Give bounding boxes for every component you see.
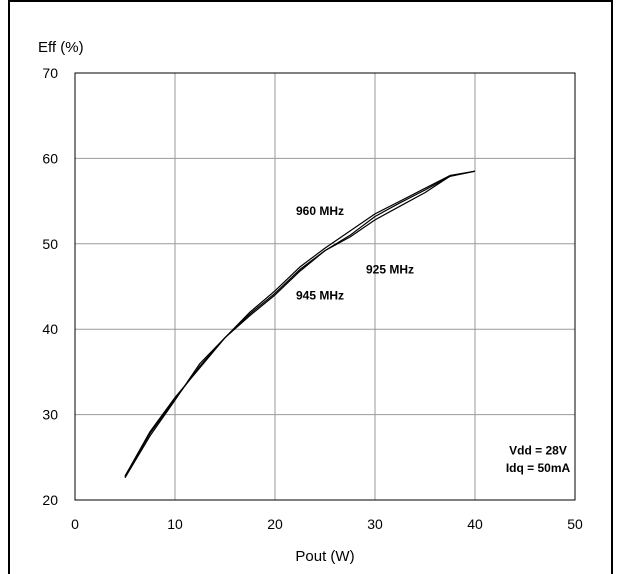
plot-border: [74, 72, 576, 501]
y-tick-label: 70: [42, 65, 58, 81]
series-layer: [124, 170, 476, 479]
y-tick-label: 50: [42, 236, 58, 252]
y-tick-labels: 20 30 40 50 60 70: [42, 65, 58, 508]
x-tick-label: 40: [467, 516, 483, 532]
y-tick-label: 60: [42, 150, 58, 166]
annotation-label: Idq = 50mA: [506, 461, 571, 475]
annotations: 960 MHz 925 MHz 945 MHz Vdd = 28V Idq = 50mA: [296, 204, 571, 475]
x-tick-label: 20: [267, 516, 283, 532]
y-tick-label: 40: [42, 321, 58, 337]
chart-frame: [8, 0, 613, 574]
x-tick-label: 10: [167, 516, 183, 532]
x-tick-label: 0: [71, 516, 79, 532]
y-axis-label: Eff (%): [38, 39, 84, 56]
x-tick-labels: 0 10 20 30 40 50: [71, 516, 583, 532]
annotation-label: 925 MHz: [366, 263, 414, 277]
annotation-label: 945 MHz: [296, 288, 344, 302]
series-line-945-mhz: [124, 170, 476, 478]
annotation-label: 960 MHz: [296, 204, 344, 218]
x-tick-label: 30: [367, 516, 383, 532]
y-tick-label: 30: [42, 407, 58, 423]
y-tick-label: 20: [42, 492, 58, 508]
x-tick-label: 50: [567, 516, 583, 532]
annotation-label: Vdd = 28V: [509, 444, 567, 458]
x-axis-label: Pout (W): [295, 548, 354, 565]
